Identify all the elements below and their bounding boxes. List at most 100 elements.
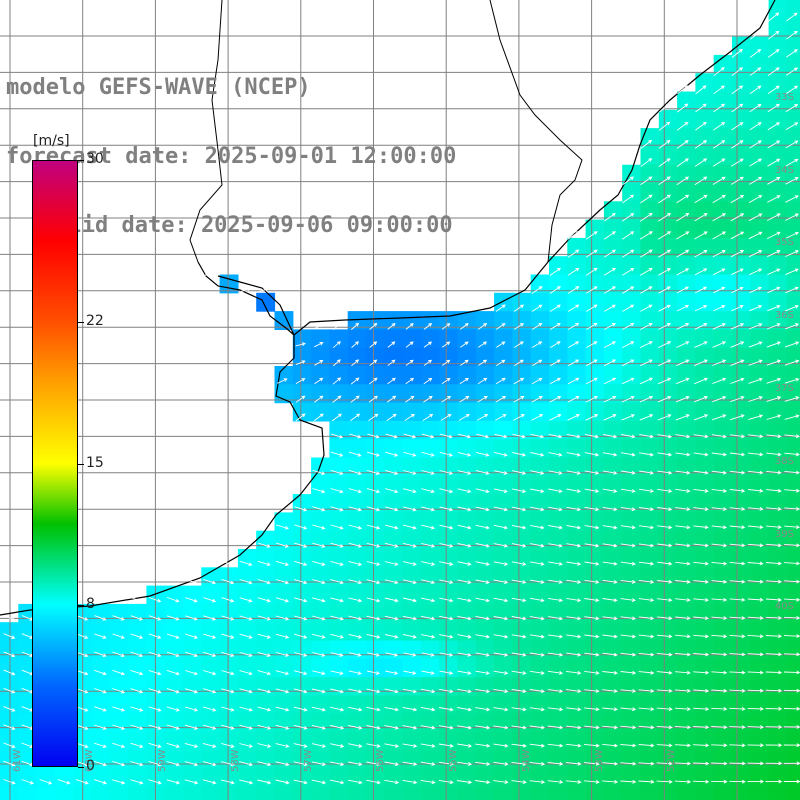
speed-cell — [329, 475, 349, 495]
wind-arrow — [730, 231, 745, 240]
wind-arrow — [748, 396, 763, 402]
wind-arrow — [712, 194, 726, 204]
wind-arrow — [731, 103, 744, 113]
speed-cell — [567, 549, 587, 568]
wind-arrow — [785, 158, 799, 167]
speed-cell — [658, 603, 678, 623]
speed-cell — [585, 219, 605, 239]
wind-arrow — [713, 304, 726, 312]
speed-cell — [695, 603, 715, 623]
wind-arrow — [440, 413, 452, 421]
wind-arrow — [76, 669, 89, 676]
wind-arrow — [385, 433, 398, 439]
wind-arrow — [783, 652, 800, 657]
speed-cell — [366, 420, 385, 440]
wind-arrow — [766, 341, 781, 348]
wind-arrow — [638, 598, 655, 602]
speed-cell — [677, 219, 696, 239]
speed-cell — [219, 603, 239, 623]
wind-arrow — [622, 304, 635, 312]
speed-cell — [292, 366, 312, 385]
wind-arrow — [112, 651, 125, 658]
speed-cell — [786, 183, 800, 202]
wind-arrow — [713, 85, 725, 95]
wind-arrow — [675, 598, 691, 602]
speed-cell — [622, 457, 642, 477]
wind-arrow — [148, 669, 162, 676]
speed-cell — [549, 695, 568, 715]
wind-arrow — [166, 688, 180, 694]
wind-arrow — [478, 341, 488, 348]
wind-arrow — [329, 779, 345, 785]
wind-arrow — [547, 670, 564, 675]
speed-cell — [256, 567, 276, 587]
wind-arrow — [549, 414, 562, 421]
wind-arrow — [166, 742, 181, 749]
speed-cell — [329, 658, 349, 678]
wind-arrow — [602, 707, 618, 712]
speed-cell — [677, 713, 696, 733]
speed-cell — [347, 420, 367, 440]
speed-cell — [475, 622, 495, 642]
speed-cell — [366, 603, 385, 623]
speed-cell — [677, 347, 696, 367]
speed-cell — [567, 567, 587, 587]
speed-cell — [384, 786, 404, 800]
wind-arrow — [620, 616, 637, 621]
speed-cell — [530, 713, 550, 733]
wind-arrow — [620, 707, 637, 712]
speed-cell — [311, 677, 330, 696]
speed-cell — [622, 567, 642, 587]
speed-cell — [402, 402, 422, 422]
speed-cell — [512, 786, 532, 800]
speed-cell — [603, 274, 623, 294]
speed-cell — [274, 311, 294, 330]
speed-cell — [183, 677, 202, 696]
wind-arrow — [387, 323, 396, 330]
speed-cell — [420, 512, 440, 532]
wind-arrow — [711, 488, 728, 493]
wind-arrow — [420, 706, 436, 712]
speed-cell — [91, 713, 111, 733]
wind-arrow — [275, 652, 290, 657]
wind-arrow — [332, 377, 342, 385]
wind-arrow — [351, 359, 360, 367]
wind-arrow — [293, 743, 308, 748]
wind-arrow — [348, 469, 362, 475]
speed-cell — [549, 475, 568, 495]
speed-cell — [640, 384, 660, 404]
wind-arrow — [675, 488, 691, 493]
speed-cell — [768, 91, 788, 111]
speed-cell — [658, 658, 678, 678]
speed-cell — [512, 384, 532, 404]
wind-arrow — [511, 634, 527, 639]
wind-arrow — [566, 652, 582, 657]
speed-cell — [311, 494, 330, 513]
speed-cell — [677, 329, 696, 349]
wind-arrow — [695, 85, 707, 95]
wind-arrow — [21, 779, 34, 785]
speed-cell — [366, 695, 385, 715]
wind-arrow — [438, 743, 454, 748]
speed-cell — [677, 164, 696, 184]
speed-cell — [567, 274, 587, 294]
wind-arrow — [602, 488, 618, 493]
wind-arrow — [731, 85, 744, 95]
speed-cell — [256, 786, 276, 800]
wind-arrow — [785, 304, 799, 312]
speed-cell — [420, 677, 440, 696]
wind-arrow — [493, 634, 509, 639]
wind-arrow — [384, 597, 399, 603]
speed-cell — [603, 732, 623, 751]
wind-arrow — [656, 598, 673, 602]
wind-arrow — [420, 743, 436, 748]
wind-arrow — [765, 688, 783, 693]
wind-arrow — [766, 377, 782, 384]
wind-arrow — [747, 525, 764, 530]
wind-arrow — [529, 780, 546, 784]
wind-arrow — [603, 341, 617, 348]
speed-cell — [695, 384, 715, 404]
wind-arrow — [603, 249, 616, 258]
wind-arrow — [475, 743, 491, 748]
wind-arrow — [550, 341, 561, 348]
